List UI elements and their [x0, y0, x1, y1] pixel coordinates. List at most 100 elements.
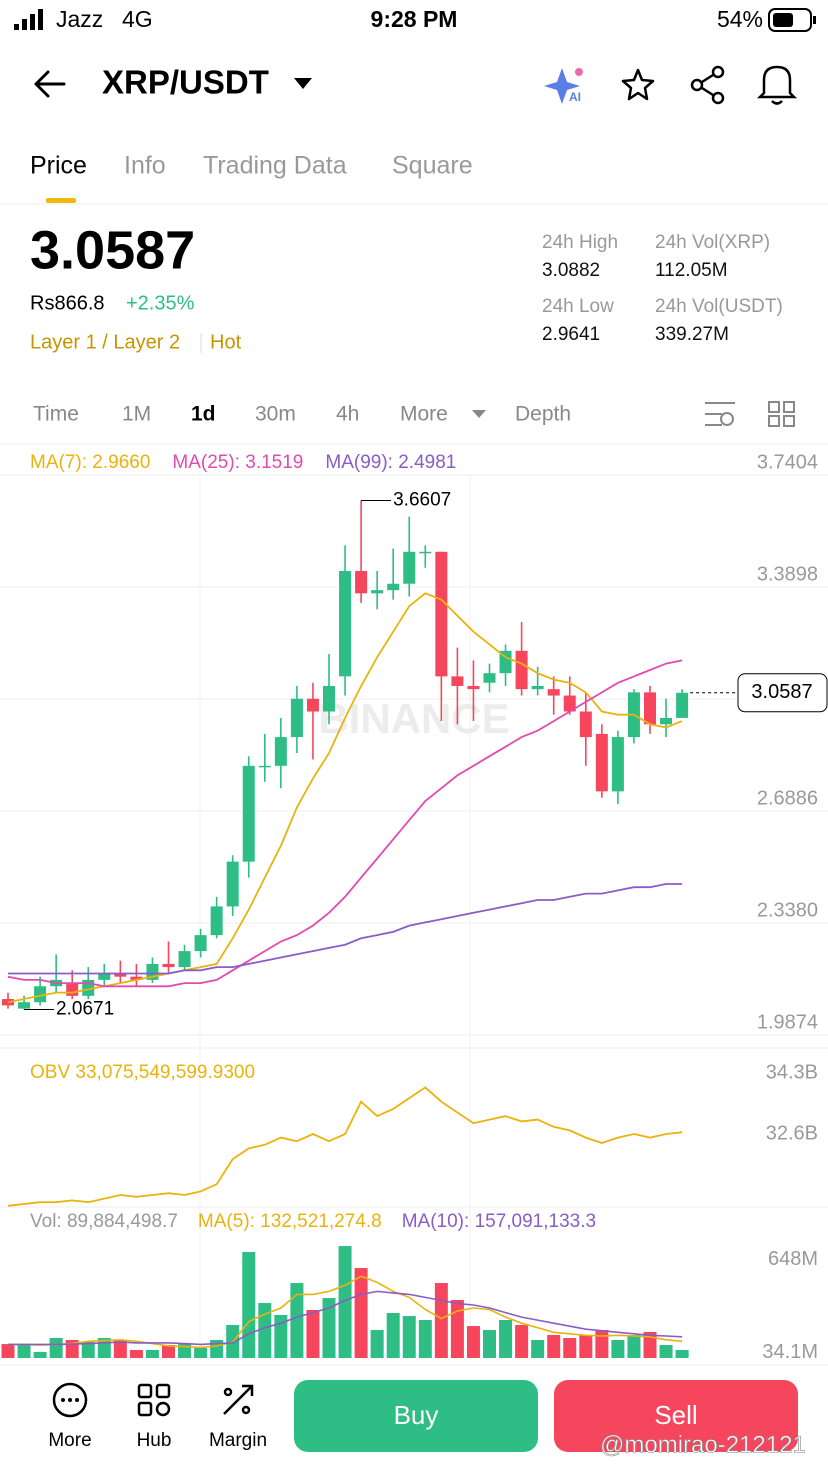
action-label[interactable]: More [48, 1430, 91, 1451]
candle-body [435, 551, 448, 677]
candle-body [290, 698, 303, 738]
interval-option[interactable]: 1M [122, 403, 151, 426]
volume-bar [531, 1339, 545, 1358]
candle-body [18, 1002, 31, 1009]
volume-bar [466, 1326, 480, 1358]
candle-body [371, 590, 384, 594]
tag[interactable]: Layer 1 / Layer 2 [30, 331, 180, 353]
ma-line [7, 659, 683, 988]
candle-body [2, 999, 14, 1006]
hub-icon[interactable] [137, 1383, 171, 1417]
obv-line [7, 1086, 683, 1207]
sell-button[interactable] [554, 1380, 798, 1452]
interval-option[interactable]: 4h [336, 403, 359, 426]
tab-indicator [46, 198, 76, 203]
stat-label: 24h High [542, 232, 618, 253]
volume-bar [162, 1344, 175, 1358]
volume-bar [595, 1329, 609, 1358]
carrier: Jazz [56, 6, 103, 32]
candle-body [323, 685, 335, 712]
candle-body [547, 689, 560, 696]
volume-ma-line [8, 1275, 683, 1349]
volume-bar [515, 1324, 529, 1358]
volume-bar [129, 1349, 143, 1358]
tab[interactable]: Info [124, 152, 166, 180]
interval-option[interactable]: Time [33, 403, 79, 426]
ma-line [8, 883, 683, 975]
favorite-button[interactable] [621, 68, 655, 101]
alert-button[interactable] [756, 65, 798, 105]
y-tick-label: 2.3380 [757, 899, 818, 921]
margin-icon[interactable] [223, 1384, 254, 1415]
volume-bar [370, 1329, 384, 1358]
candle-body [226, 861, 239, 907]
legend-entry: OBV 33,075,549,599.9300 [30, 1062, 255, 1083]
candle-body [258, 765, 271, 768]
pair-dropdown[interactable] [294, 78, 312, 89]
volume-bar [643, 1331, 657, 1358]
tab[interactable]: Square [392, 152, 473, 180]
interval-option[interactable]: More [400, 403, 448, 426]
volume-bar [290, 1283, 304, 1358]
back-button[interactable] [34, 70, 66, 98]
candle-body [98, 973, 111, 980]
sell-label[interactable]: Sell [654, 1400, 697, 1430]
candle-body [579, 711, 592, 738]
stat-value: 112.05M [655, 260, 728, 281]
candle-body [499, 650, 512, 674]
interval-option[interactable]: Depth [515, 403, 571, 426]
tab[interactable]: Trading Data [203, 152, 347, 180]
y-tick-label: 3.3898 [757, 563, 818, 585]
tab[interactable]: Price [30, 152, 87, 180]
more-icon[interactable] [52, 1382, 88, 1418]
stat-value: 3.0882 [542, 260, 600, 281]
stat-label: 24h Low [542, 296, 614, 317]
volume-bar [563, 1338, 577, 1358]
signal-icon [14, 9, 43, 30]
candle-body [483, 673, 496, 683]
pair-name[interactable]: XRP/USDT [102, 64, 269, 101]
volume-bar [81, 1341, 95, 1358]
volume-bar [354, 1268, 368, 1358]
svg-text:AI: AI [569, 90, 581, 104]
share-button[interactable] [690, 65, 725, 105]
candle-body [660, 717, 673, 725]
buy-label[interactable]: Buy [394, 1400, 439, 1430]
battery-icon [768, 8, 816, 32]
volume-bar [675, 1349, 689, 1358]
candle-body [242, 765, 255, 862]
candle-body [595, 733, 608, 792]
action-label[interactable]: Hub [137, 1430, 172, 1451]
candle-body [130, 976, 143, 980]
candle-body [419, 551, 432, 554]
last-price: 3.0587 [30, 220, 195, 280]
volume-bar [547, 1334, 561, 1358]
layout-button[interactable] [768, 401, 795, 427]
y-tick-label: 34.3B [766, 1061, 818, 1083]
volume-bar [194, 1348, 208, 1358]
more-dropdown[interactable] [472, 410, 486, 418]
stat-label: 24h Vol(XRP) [655, 232, 770, 253]
volume-bar [33, 1351, 47, 1358]
volume-bar [274, 1314, 288, 1358]
chart-settings-button[interactable] [705, 402, 735, 426]
buy-button[interactable] [294, 1380, 538, 1452]
volume-bar [17, 1344, 31, 1358]
candle-body [467, 685, 480, 690]
legend-entry: MA(99): 2.4981 [325, 452, 456, 473]
candle-body [339, 570, 352, 677]
candle-body [114, 973, 127, 977]
volume-bar [659, 1344, 673, 1358]
interval-option[interactable]: 1d [191, 403, 216, 426]
candle-body [178, 951, 191, 968]
interval-option[interactable]: 30m [255, 403, 296, 426]
y-tick-label: 34.1M [762, 1341, 818, 1363]
tag[interactable]: Hot [210, 331, 242, 353]
volume-bar [402, 1316, 416, 1358]
y-tick-label: 32.6B [766, 1122, 818, 1144]
fiat-price: Rs866.8 [30, 292, 105, 314]
candle-body [515, 650, 528, 690]
ai-button[interactable]: AI [544, 68, 583, 104]
action-label[interactable]: Margin [209, 1430, 267, 1451]
